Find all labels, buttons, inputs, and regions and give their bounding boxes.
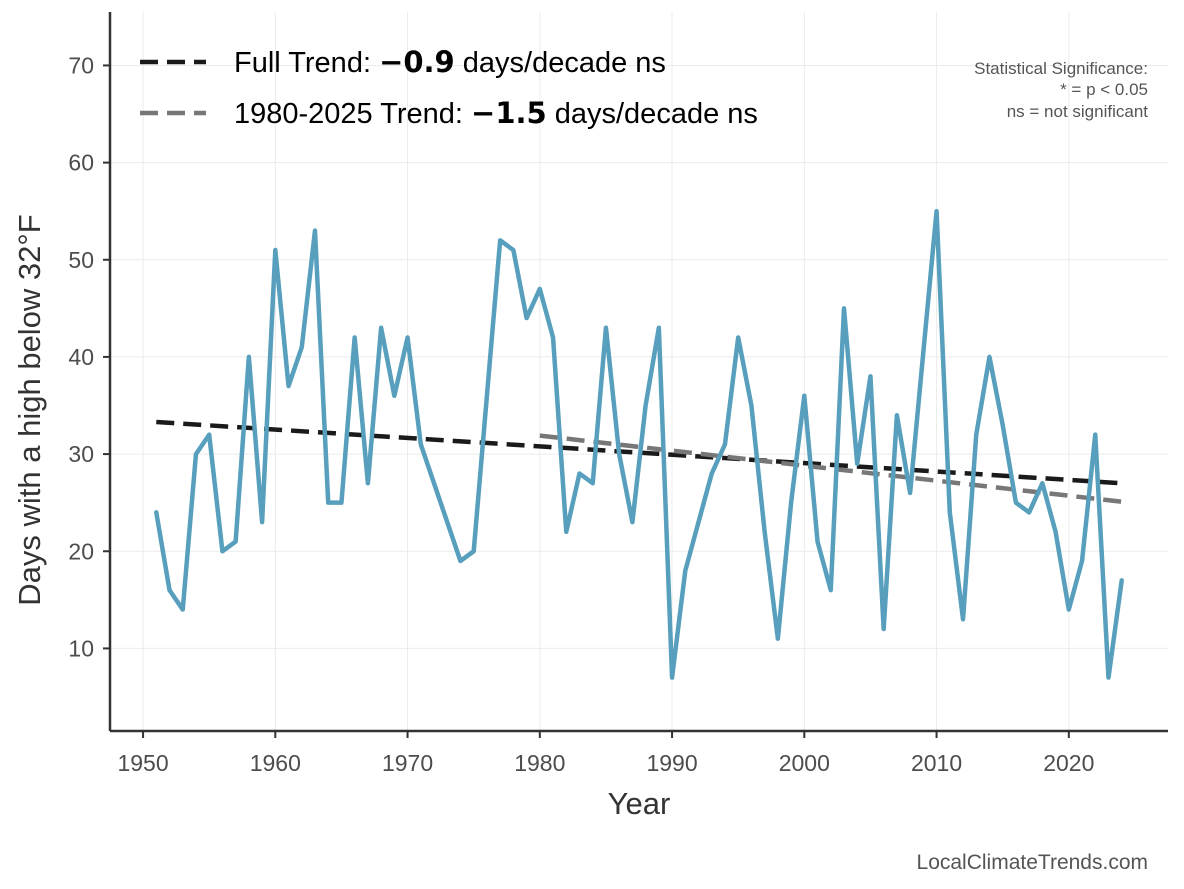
y-tick-label: 60 [68,150,94,176]
x-axis-title: Year [608,786,671,821]
trend-line-1980-2025 [539,433,1122,504]
x-tick-label: 1950 [117,750,168,776]
legend-label-recent-trend: 1980-2025 Trend: −1.5 days/decade ns [234,96,758,130]
y-axis-title: Days with a high below 32°F [12,214,47,605]
data-line [154,208,1124,680]
x-tick-label: 1960 [250,750,301,776]
significance-line-2: ns = not significant [1007,102,1149,121]
y-tick-label: 20 [68,538,94,564]
x-tick-label: 1980 [514,750,565,776]
data-series [154,208,1124,680]
legend-item-full-trend: Full Trend: −0.9 days/decade ns [140,45,666,79]
x-tick-label: 1970 [382,750,433,776]
y-tick-label: 50 [68,247,94,273]
y-tick-label: 70 [68,52,94,78]
x-tick-label: 2000 [779,750,830,776]
significance-line-1: * = p < 0.05 [1060,80,1148,99]
significance-note: Statistical Significance: * = p < 0.05 n… [974,59,1148,121]
y-tick-label: 10 [68,635,94,661]
legend-item-recent-trend: 1980-2025 Trend: −1.5 days/decade ns [140,96,758,130]
legend: Full Trend: −0.9 days/decade ns 1980-202… [140,45,758,130]
significance-title: Statistical Significance: [974,59,1148,78]
trend-lines [156,419,1122,504]
y-tick-label: 30 [68,441,94,467]
y-ticks: 10 20 30 40 50 60 70 [68,52,110,661]
x-tick-label: 1990 [646,750,697,776]
x-ticks: 1950 1960 1970 1980 1990 2000 2010 2020 [117,731,1094,776]
y-tick-label: 40 [68,344,94,370]
x-tick-label: 2010 [911,750,962,776]
source-credit: LocalClimateTrends.com [917,851,1148,874]
legend-label-full-trend: Full Trend: −0.9 days/decade ns [234,45,666,79]
x-tick-label: 2020 [1043,750,1094,776]
